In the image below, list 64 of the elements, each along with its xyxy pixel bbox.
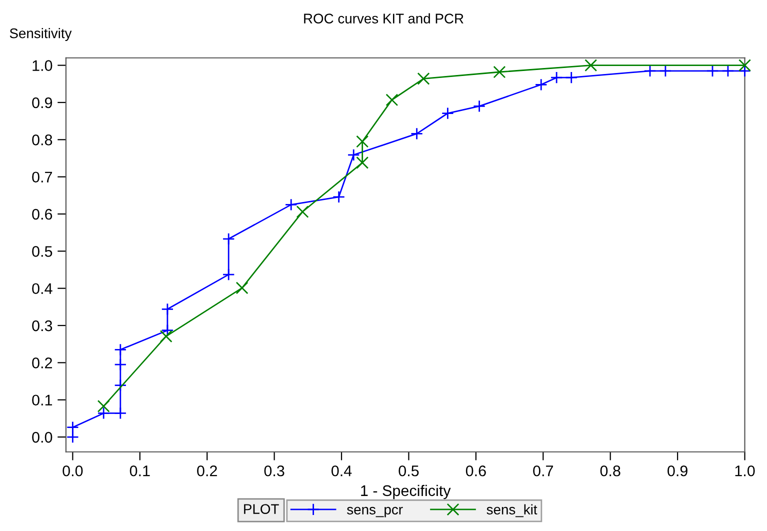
x-tick-label: 0.6 <box>466 465 486 476</box>
point <box>550 71 563 84</box>
point <box>410 127 424 140</box>
y-tick-label: 0.2 <box>32 358 52 368</box>
point <box>738 59 752 72</box>
y-tick-label: 0.7 <box>32 172 52 183</box>
point <box>222 232 235 246</box>
point <box>66 430 79 444</box>
chart-title: ROC curves KIT and PCR <box>304 13 464 24</box>
legend-title: PLOT <box>244 504 279 514</box>
point <box>644 64 656 78</box>
point <box>659 64 672 78</box>
legend-label: sens_kit <box>486 504 538 518</box>
x-tick-label: 0.9 <box>668 465 688 476</box>
point <box>114 379 127 392</box>
x-tick-label: 0.0 <box>62 465 83 476</box>
point <box>114 406 127 420</box>
point <box>296 206 309 218</box>
point <box>161 302 174 316</box>
point <box>534 78 548 91</box>
y-tick-label: 0.9 <box>32 97 52 108</box>
x-tick-label: 0.5 <box>398 465 419 476</box>
point <box>473 100 486 112</box>
point <box>706 64 719 78</box>
x-tick-label: 0.8 <box>600 465 620 476</box>
point <box>114 343 127 356</box>
point <box>161 324 174 337</box>
y-tick-label: 0.0 <box>32 432 52 443</box>
point <box>160 330 172 343</box>
point <box>222 268 235 281</box>
y-axis-title: Sensitivity <box>10 28 72 41</box>
point <box>738 64 752 78</box>
x-tick-label: 0.2 <box>197 465 217 476</box>
legend-label: sens_pcr <box>347 506 403 518</box>
point <box>722 64 734 78</box>
point <box>97 400 110 412</box>
point <box>493 66 506 78</box>
point <box>356 156 369 169</box>
y-tick-label: 0.1 <box>32 394 52 406</box>
y-tick-label: 0.4 <box>32 283 52 294</box>
y-tick-label: 0.3 <box>32 320 52 332</box>
x-tick-label: 0.3 <box>264 465 284 476</box>
point <box>386 94 398 106</box>
point <box>356 135 369 148</box>
point <box>332 190 346 204</box>
point <box>236 282 248 294</box>
y-tick-label: 0.8 <box>32 134 52 146</box>
x-axis-title: 1 - Specificity <box>361 484 451 500</box>
y-tick-label: 0.5 <box>32 246 52 257</box>
point <box>284 198 298 211</box>
x-tick-label: 1.0 <box>735 465 755 476</box>
point <box>565 71 578 84</box>
y-tick-label: 0.6 <box>32 208 52 220</box>
point <box>347 148 360 162</box>
point <box>114 358 127 371</box>
x-tick-label: 0.7 <box>533 465 553 476</box>
y-tick-label: 1.0 <box>32 60 52 71</box>
point <box>66 421 79 434</box>
x-tick-label: 0.1 <box>130 465 150 476</box>
point <box>417 72 430 85</box>
point <box>441 107 454 120</box>
x-tick-label: 0.4 <box>331 465 352 476</box>
point <box>584 59 598 72</box>
point <box>97 406 110 420</box>
